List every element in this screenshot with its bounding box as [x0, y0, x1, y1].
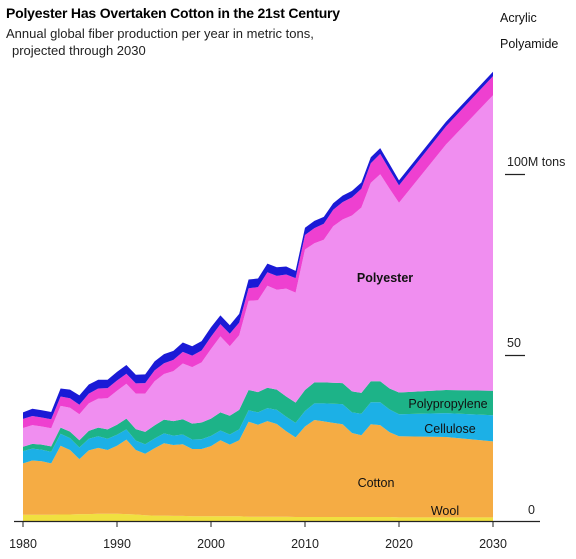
- series-label-polypropylene: Polypropylene: [408, 397, 487, 411]
- series-label-acrylic: Acrylic: [500, 11, 537, 25]
- x-tick-label-2000: 2000: [197, 537, 225, 551]
- x-tick-label-2020: 2020: [385, 537, 413, 551]
- series-label-polyester: Polyester: [357, 271, 413, 285]
- series-label-cellulose: Cellulose: [424, 422, 475, 436]
- area-polyester: [23, 95, 493, 447]
- x-tick-label-1990: 1990: [103, 537, 131, 551]
- area-cotton: [23, 420, 493, 518]
- y-tick-label-50: 50: [507, 336, 521, 350]
- series-label-polyamide: Polyamide: [500, 37, 558, 51]
- chart-subtitle: Annual global fiber production per year …: [6, 25, 406, 59]
- chart-title: Polyester Has Overtaken Cotton in the 21…: [6, 5, 340, 21]
- chart-subtitle-line-1: Annual global fiber production per year …: [6, 26, 314, 41]
- series-label-wool: Wool: [431, 504, 459, 518]
- x-tick-label-2010: 2010: [291, 537, 319, 551]
- y-tick-label-0: 0: [528, 503, 535, 517]
- area-polyamide: [23, 76, 493, 429]
- chart-subtitle-line-2: projected through 2030: [12, 43, 146, 58]
- area-wool: [23, 513, 493, 521]
- series-label-cotton: Cotton: [358, 476, 395, 490]
- y-tick-label-100: 100M tons: [507, 155, 565, 169]
- area-polypropylene: [23, 381, 493, 452]
- area-cellulose: [23, 402, 493, 464]
- x-tick-label-1980: 1980: [9, 537, 37, 551]
- x-tick-label-2030: 2030: [479, 537, 507, 551]
